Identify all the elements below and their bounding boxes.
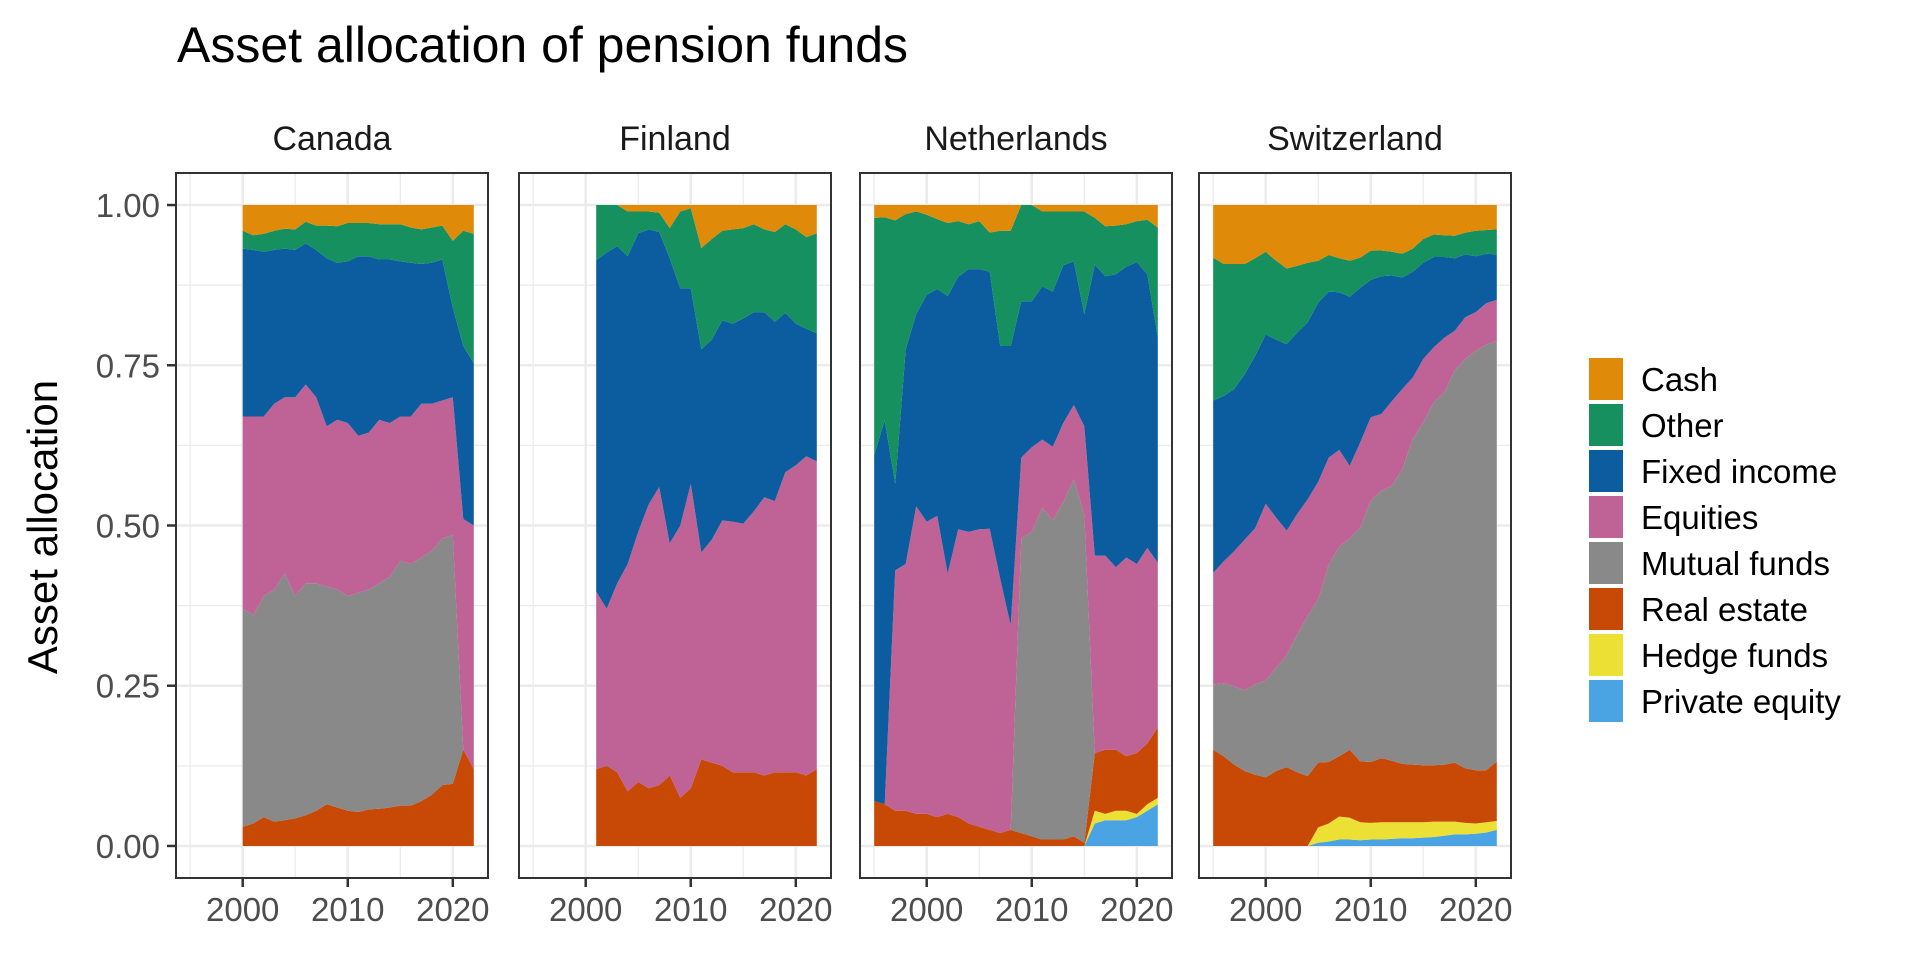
facet-strip-label: Finland <box>619 120 731 158</box>
legend-label: Hedge funds <box>1641 637 1828 674</box>
legend-swatch <box>1589 404 1623 446</box>
area-switzerland-fixed-income <box>1213 253 1497 573</box>
x-tick-label: 2020 <box>1100 891 1173 928</box>
area-finland-equities <box>596 456 817 798</box>
area-netherlands-private-equity <box>874 804 1158 846</box>
facet-strip-label: Switzerland <box>1267 120 1443 158</box>
x-tick-label: 2000 <box>890 891 963 928</box>
facet-netherlands: Netherlands 2000 2010 2020 <box>859 120 1174 928</box>
facet-canada: Canada 2000 2010 2020 0.00 0.25 0.50 0.75 1.00 <box>96 120 490 928</box>
facet-finland: Finland 2000 2010 2020 <box>518 120 833 928</box>
facet-switzerland: Switzerland 2000 2010 2020 <box>1198 120 1513 928</box>
area-canada-equities <box>242 384 474 769</box>
area-finland-fixed-income <box>596 229 817 609</box>
legend-item-fixed-income: Fixed income <box>1589 450 1837 492</box>
y-tick-label: 0.00 <box>96 828 160 865</box>
legend-label: Fixed income <box>1641 453 1837 490</box>
y-tick-label: 0.50 <box>96 508 160 545</box>
legend-swatch <box>1589 588 1623 630</box>
legend: Cash Other Fixed income Equities Mutual fund… <box>1589 358 1841 722</box>
x-tick-label: 2020 <box>759 891 832 928</box>
legend-label: Mutual funds <box>1641 545 1830 582</box>
facet-strip-label: Canada <box>272 120 391 158</box>
area-switzerland-equities <box>1213 299 1497 691</box>
legend-item-equities: Equities <box>1589 496 1758 538</box>
legend-label: Private equity <box>1641 683 1841 720</box>
legend-item-mutual-funds: Mutual funds <box>1589 542 1830 584</box>
area-netherlands-equities <box>874 405 1158 834</box>
legend-swatch <box>1589 680 1623 722</box>
legend-label: Cash <box>1641 361 1718 398</box>
x-tick-label: 2010 <box>995 891 1068 928</box>
legend-item-private-equity: Private equity <box>1589 680 1841 722</box>
legend-item-hedge-funds: Hedge funds <box>1589 634 1828 676</box>
legend-label: Real estate <box>1641 591 1808 628</box>
area-netherlands-fixed-income <box>874 261 1158 805</box>
area-netherlands-real-estate <box>874 727 1158 846</box>
legend-label: Equities <box>1641 499 1758 536</box>
panel-border <box>518 172 832 879</box>
y-tick-label: 0.25 <box>96 668 160 705</box>
legend-item-cash: Cash <box>1589 358 1718 400</box>
area-switzerland-private-equity <box>1213 829 1497 846</box>
area-canada-fixed-income <box>242 243 474 526</box>
x-tick-label: 2000 <box>1229 891 1302 928</box>
legend-swatch <box>1589 358 1623 400</box>
legend-swatch <box>1589 634 1623 676</box>
area-finland-other <box>596 205 817 350</box>
chart-title: Asset allocation of pension funds <box>177 17 908 73</box>
panel-border <box>859 172 1173 879</box>
x-tick-label: 2000 <box>206 891 279 928</box>
legend-swatch <box>1589 542 1623 584</box>
area-netherlands-cash <box>874 205 1158 233</box>
area-canada-real-estate <box>242 749 474 846</box>
y-axis-title: Asset allocation <box>19 380 66 674</box>
x-tick-label: 2010 <box>1334 891 1407 928</box>
area-switzerland-mutual-funds <box>1213 340 1497 778</box>
legend-label: Other <box>1641 407 1724 444</box>
panel-border <box>1198 172 1512 879</box>
x-tick-label: 2020 <box>416 891 489 928</box>
area-netherlands-mutual-funds <box>874 479 1158 843</box>
area-canada-mutual-funds <box>242 535 474 827</box>
legend-swatch <box>1589 496 1623 538</box>
x-tick-label: 2010 <box>654 891 727 928</box>
facet-strip-label: Netherlands <box>924 120 1107 158</box>
area-finland-real-estate <box>596 759 817 846</box>
area-switzerland-real-estate <box>1213 749 1497 846</box>
x-tick-label: 2000 <box>549 891 622 928</box>
y-tick-label: 0.75 <box>96 347 160 384</box>
area-finland-cash <box>596 205 817 248</box>
y-tick-label: 1.00 <box>96 187 160 224</box>
legend-item-real-estate: Real estate <box>1589 588 1808 630</box>
facet-panels: Canada 2000 2010 2020 0.00 0.25 0.50 0.75 1.00 Fi… <box>96 120 1513 928</box>
area-switzerland-cash <box>1213 205 1497 269</box>
area-canada-cash <box>242 205 474 241</box>
area-canada-other <box>242 221 474 364</box>
area-switzerland-hedge-funds <box>1213 816 1497 846</box>
area-netherlands-other <box>874 205 1158 484</box>
x-tick-label: 2010 <box>311 891 384 928</box>
area-switzerland-other <box>1213 229 1497 401</box>
legend-item-other: Other <box>1589 404 1724 446</box>
legend-swatch <box>1589 450 1623 492</box>
x-tick-label: 2020 <box>1439 891 1512 928</box>
